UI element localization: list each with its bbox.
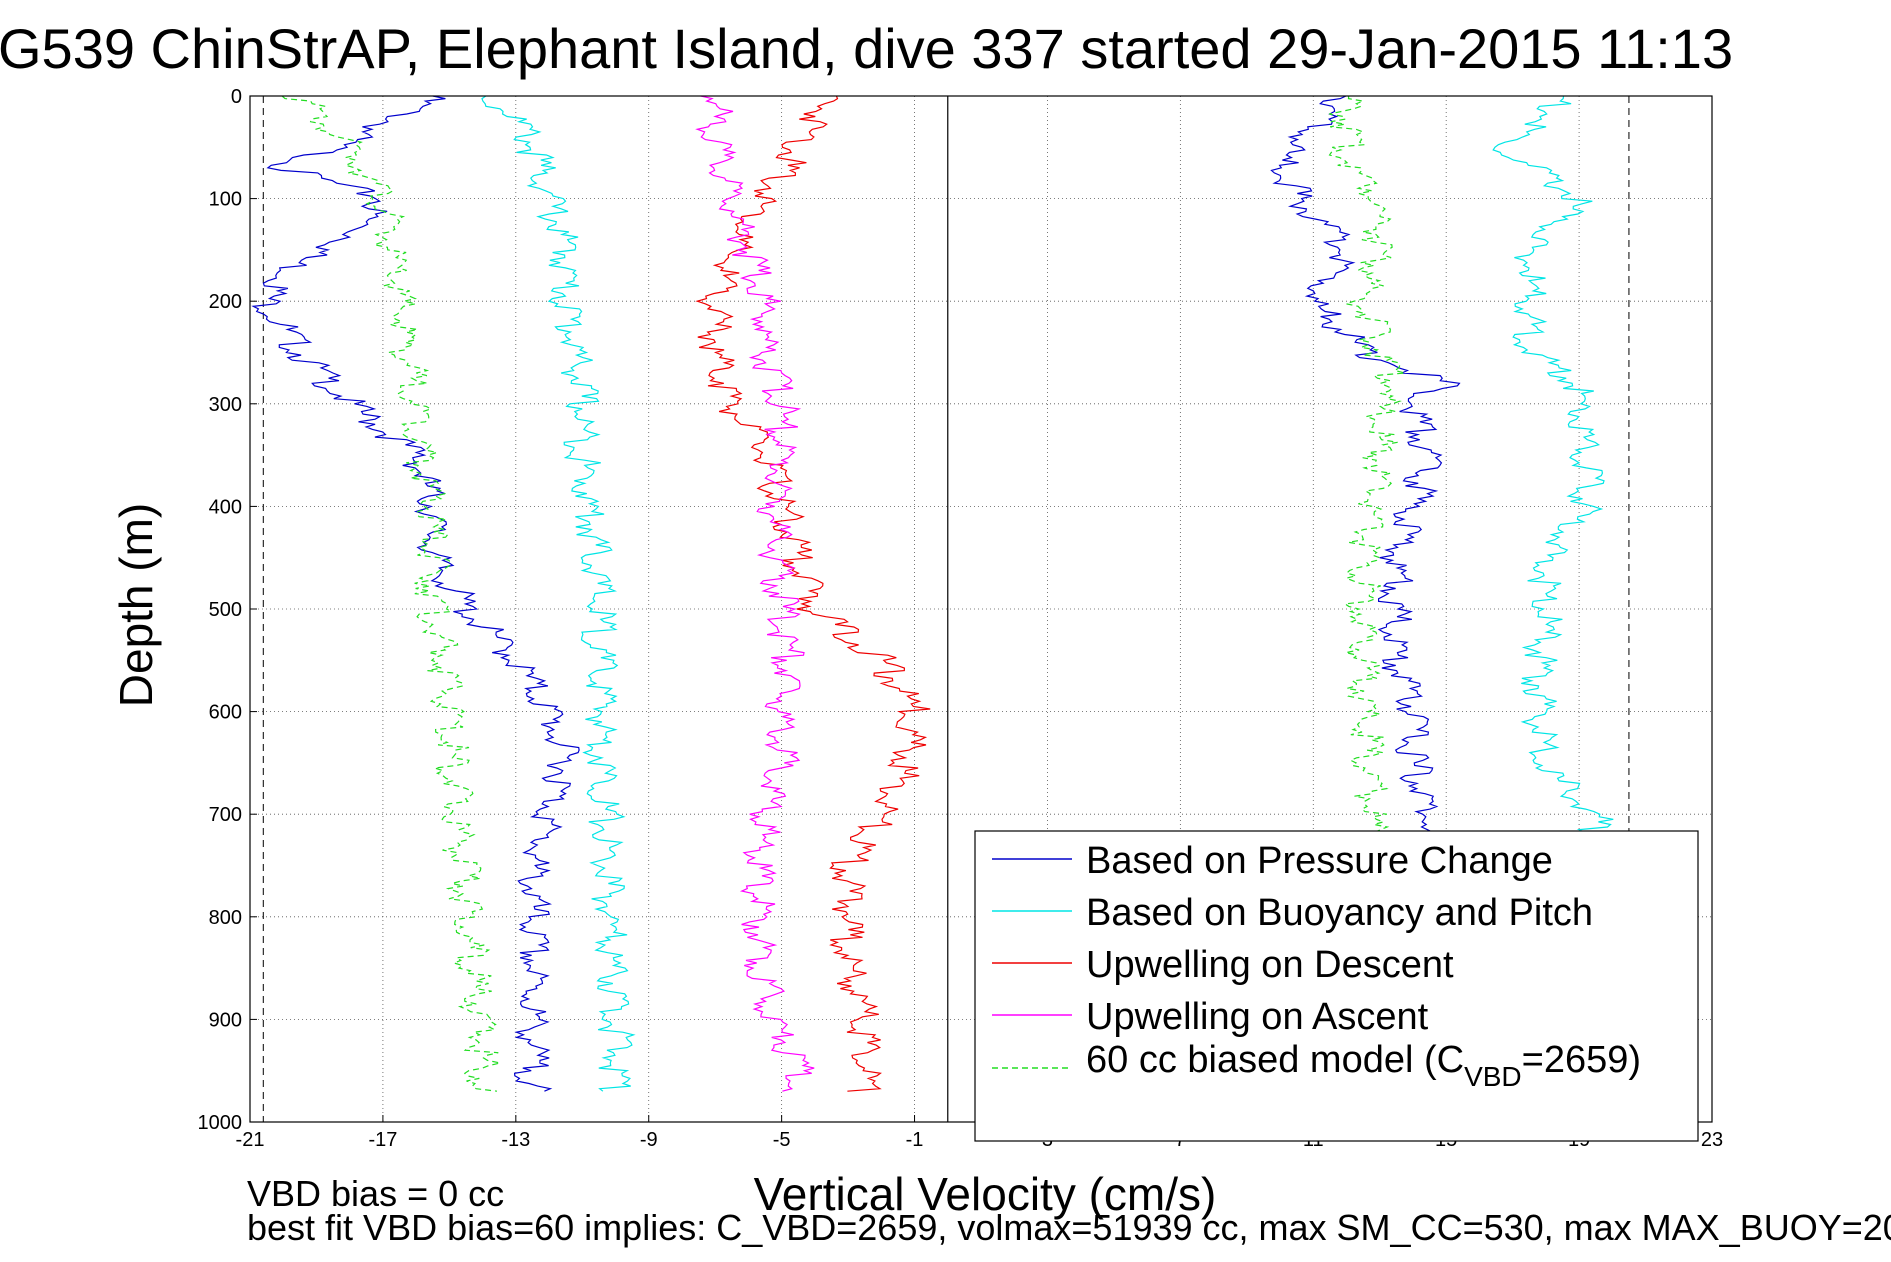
series-line-upwelling_descent <box>695 95 931 1092</box>
y-tick-label: 100 <box>209 189 242 211</box>
y-tick-label: 500 <box>209 599 242 621</box>
y-tick-labels: 0 100 200 300 400 500 600 700 800 900 1000 <box>198 86 243 1134</box>
series-line-buoyancy_descent <box>481 95 636 1092</box>
footer-best-fit: best fit VBD bias=60 implies: C_VBD=2659… <box>247 1207 1891 1248</box>
x-tick-label: -13 <box>501 1129 530 1151</box>
series-line-buoyancy_ascent <box>1492 95 1614 846</box>
series-line-model_ascent <box>1328 95 1406 846</box>
x-tick-label: -1 <box>906 1129 924 1151</box>
y-tick-label: 1000 <box>198 1112 243 1134</box>
legend-label-up-ascent: Upwelling on Ascent <box>1086 996 1429 1038</box>
y-tick-label: 300 <box>209 394 242 416</box>
x-tick-label: 23 <box>1701 1129 1723 1151</box>
x-tick-label: -5 <box>773 1129 791 1151</box>
data-series <box>251 95 1614 1092</box>
plot-grid <box>249 95 1713 1123</box>
series-line-upwelling_ascent <box>695 95 815 1092</box>
legend: Based on Pressure Change Based on Buoyan… <box>974 830 1699 1142</box>
x-tick-label: -9 <box>640 1129 658 1151</box>
legend-label-up-descent: Upwelling on Descent <box>1086 944 1454 986</box>
y-tick-label: 900 <box>209 1009 242 1031</box>
series-line-model_descent <box>281 95 501 1092</box>
y-tick-label: 800 <box>209 907 242 929</box>
footer-vbd-bias: VBD bias = 0 cc <box>247 1173 504 1214</box>
legend-label-pressure: Based on Pressure Change <box>1086 840 1553 882</box>
y-tick-label: 600 <box>209 702 242 724</box>
series-line-pressure_descent <box>251 95 580 1092</box>
y-tick-label: 0 <box>231 86 242 108</box>
y-tick-label: 700 <box>209 804 242 826</box>
series-line-pressure_ascent <box>1270 95 1461 846</box>
y-axis-label: Depth (m) <box>110 503 162 707</box>
chart-title: G539 ChinStrAP, Elephant Island, dive 33… <box>0 17 1733 80</box>
x-tick-label: -21 <box>236 1129 265 1151</box>
x-tick-label: -17 <box>368 1129 397 1151</box>
y-tick-label: 400 <box>209 496 242 518</box>
x-axis-label: Vertical Velocity (cm/s) <box>754 1168 1217 1220</box>
legend-box <box>974 830 1699 1142</box>
legend-label-buoyancy: Based on Buoyancy and Pitch <box>1086 892 1593 934</box>
y-tick-label: 200 <box>209 291 242 313</box>
legend-label-model: 60 cc biased model (CVBD=2659) <box>1086 1039 1641 1092</box>
